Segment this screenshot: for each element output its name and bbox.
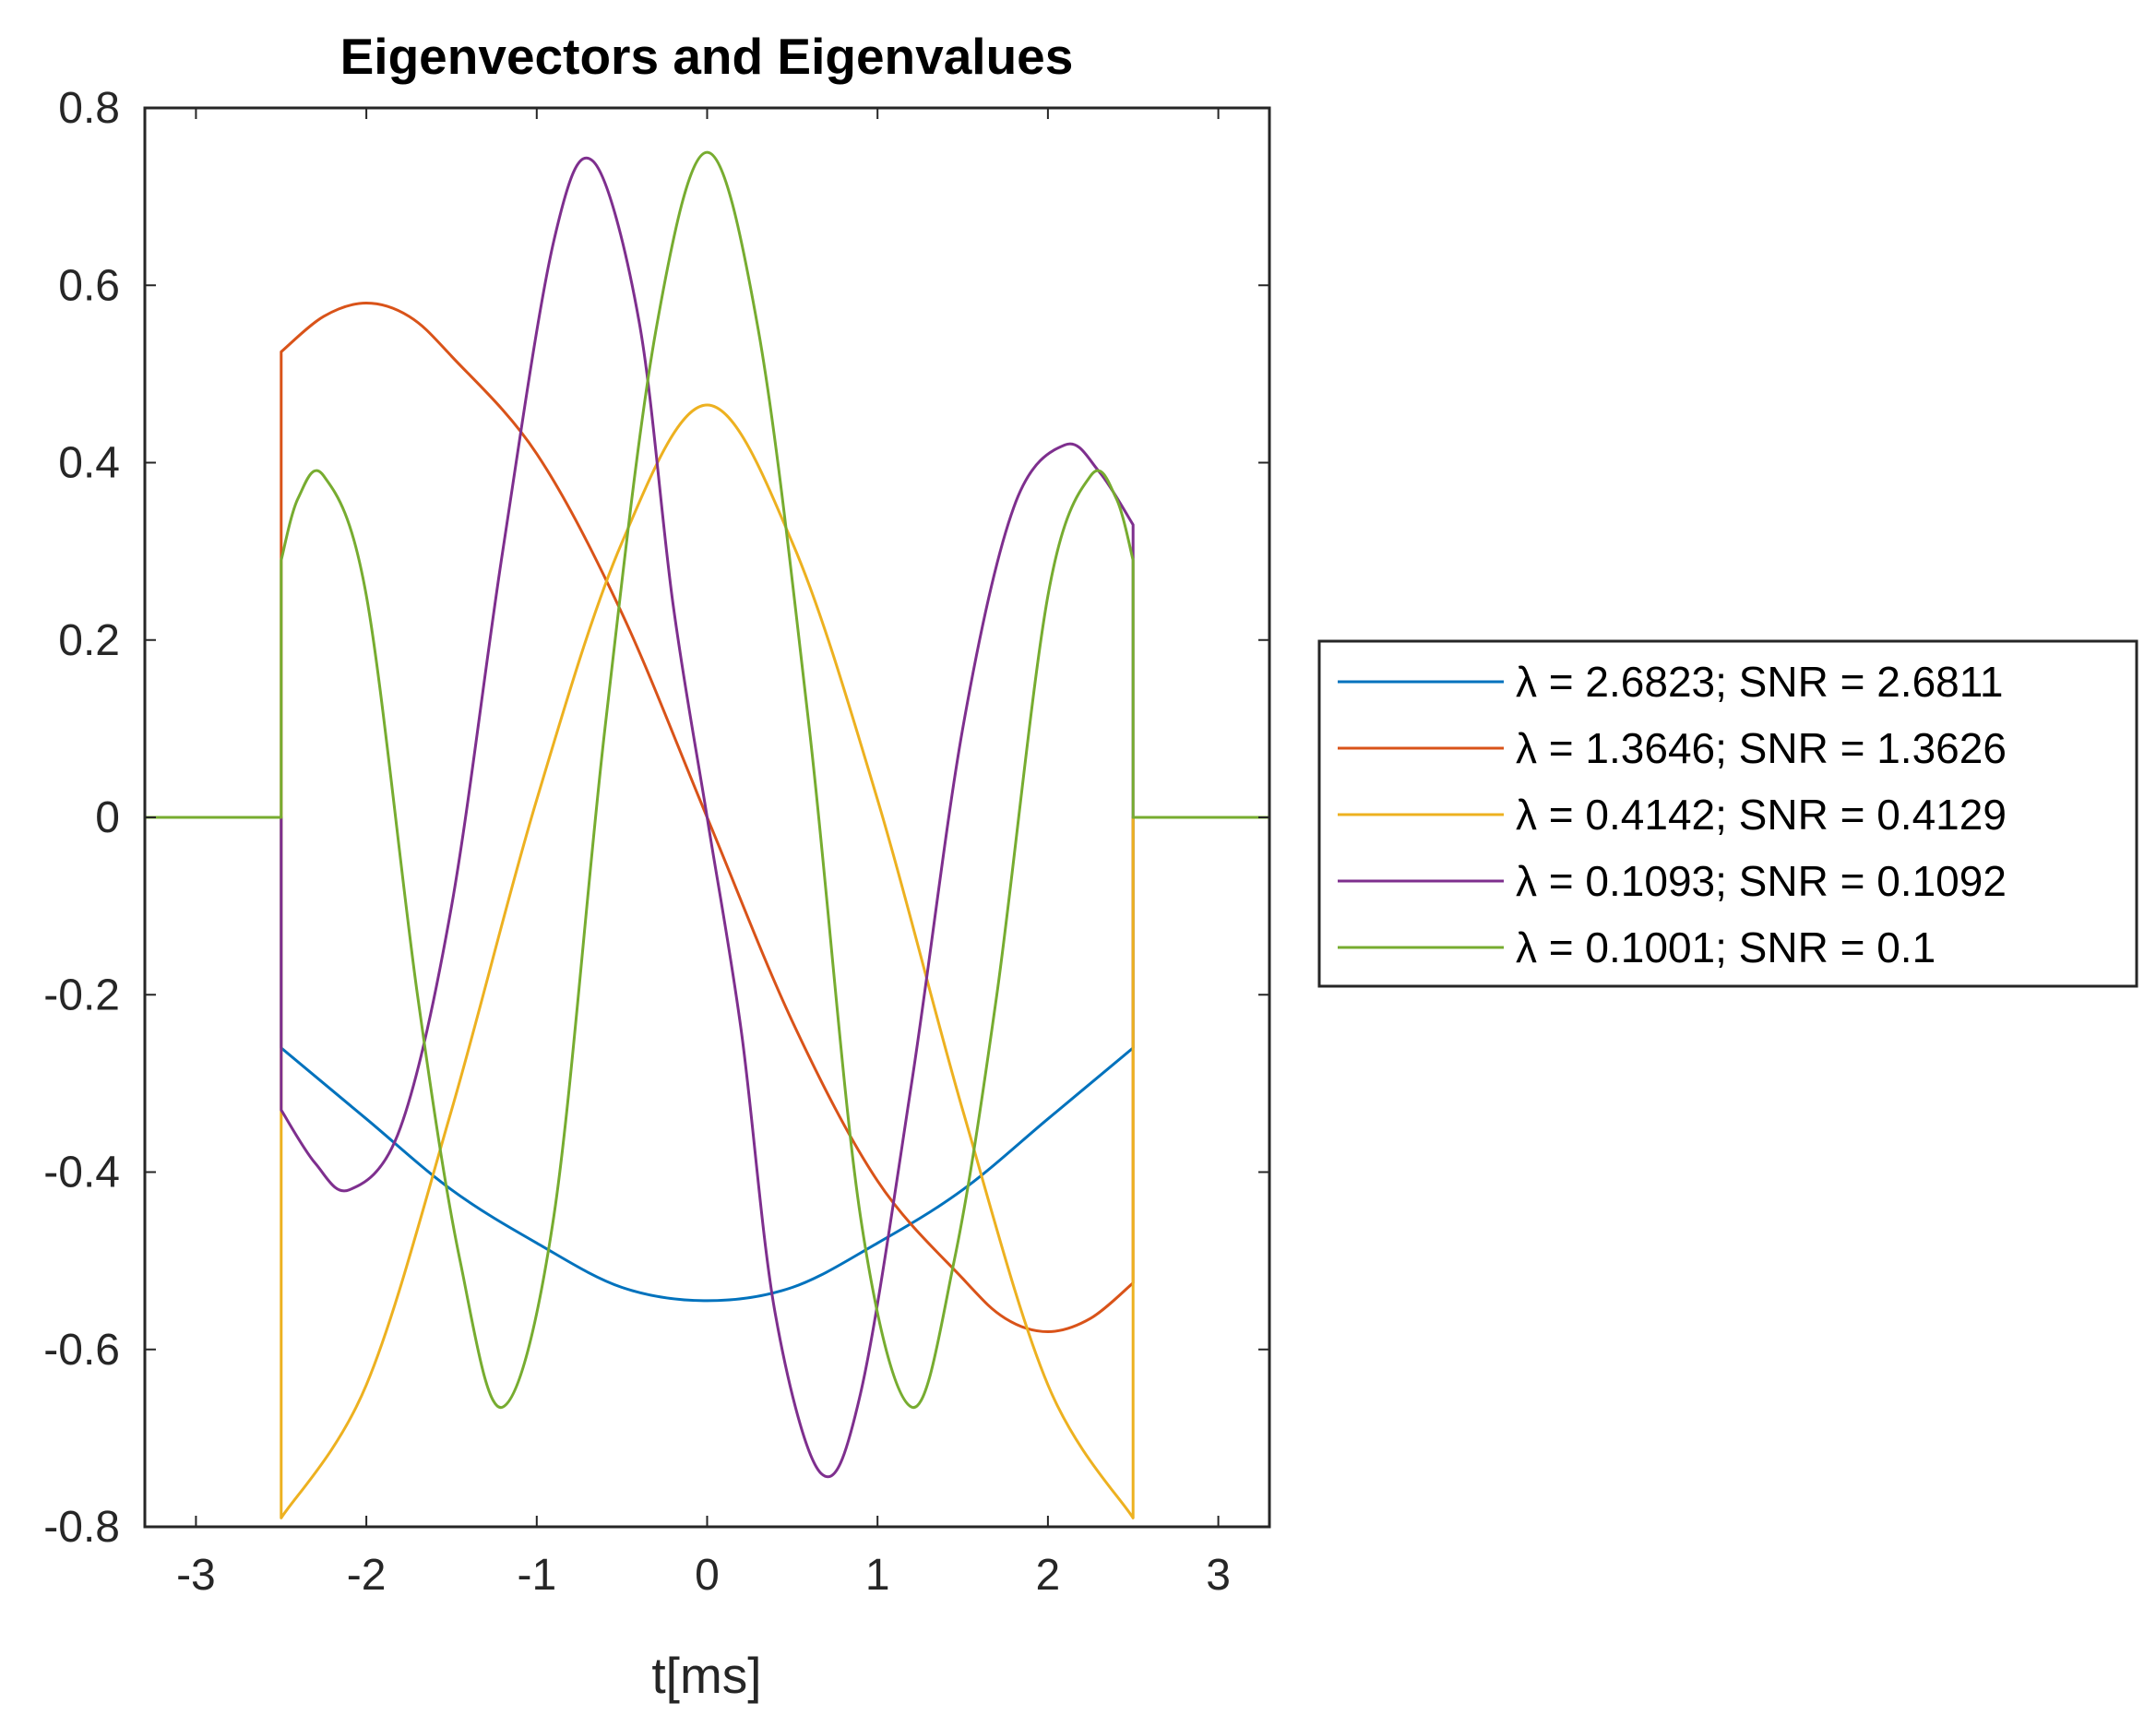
series-line-5 [145, 150, 1269, 1409]
legend-entry-5: λ = 0.1001; SNR = 0.1 [1516, 923, 1936, 971]
y-tick-label: 0.2 [58, 616, 120, 665]
axes: -3 -2 -1 0 1 2 3 -0.8 -0.6 -0.4 -0.2 0 0.2 0.4 0.6 0.8 [43, 84, 1271, 1600]
y-tick-label: -0.2 [43, 971, 120, 1019]
x-tick-label: 3 [1206, 1551, 1231, 1600]
x-tick-label: -1 [517, 1551, 556, 1600]
legend-entry-2: λ = 1.3646; SNR = 1.3626 [1516, 724, 2007, 772]
series-line-1 [145, 816, 1269, 1303]
plot-area [145, 150, 1269, 1519]
x-tick-label: -3 [176, 1551, 216, 1600]
y-tick-label: 0 [95, 793, 120, 842]
y-tick-label: 0.8 [58, 84, 120, 133]
series-line-4 [145, 156, 1269, 1479]
legend-entry-4: λ = 0.1093; SNR = 0.1092 [1516, 857, 2007, 905]
chart-title: Eigenvectors and Eigenvalues [340, 28, 1074, 85]
y-tick-label: -0.8 [43, 1503, 120, 1552]
x-tick-label: -2 [347, 1551, 387, 1600]
y-tick-label: -0.4 [43, 1149, 120, 1197]
x-tick-label: 2 [1036, 1551, 1061, 1600]
y-tick-label: -0.6 [43, 1326, 120, 1375]
series-line-3 [145, 403, 1269, 1519]
x-tick-label: 1 [865, 1551, 890, 1600]
y-tick-label: 0.6 [58, 261, 120, 310]
x-tick-label: 0 [695, 1551, 720, 1600]
y-tick-label: 0.4 [58, 439, 120, 488]
legend-entry-1: λ = 2.6823; SNR = 2.6811 [1516, 658, 2004, 706]
legend: λ = 2.6823; SNR = 2.6811 λ = 1.3646; SNR … [1317, 639, 2138, 988]
legend-entry-3: λ = 0.4142; SNR = 0.4129 [1516, 791, 2007, 839]
x-axis-label: t[ms] [651, 1647, 761, 1704]
